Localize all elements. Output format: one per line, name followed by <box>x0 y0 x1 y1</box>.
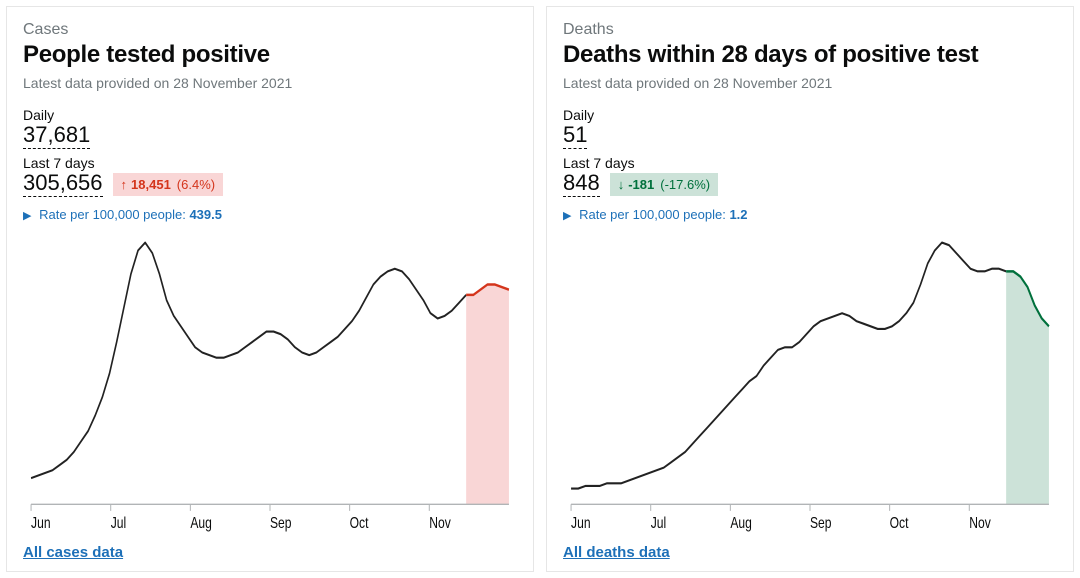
deaths-change-delta: -181 <box>628 177 654 192</box>
deaths-eyebrow: Deaths <box>563 21 1057 39</box>
disclosure-icon: ▶ <box>563 210 571 222</box>
cases-latest: Latest data provided on 28 November 2021 <box>23 75 517 91</box>
cases-card: Cases People tested positive Latest data… <box>6 6 534 572</box>
cases-change-chip: ↑ 18,451 (6.4%) <box>113 173 224 196</box>
cases-title: People tested positive <box>23 41 517 69</box>
cases-rate-value: 439.5 <box>189 207 222 222</box>
cases-daily-value: 37,681 <box>23 122 90 149</box>
svg-text:Nov: Nov <box>429 513 451 531</box>
svg-text:Nov: Nov <box>969 513 991 531</box>
deaths-seven-value: 848 <box>563 170 600 197</box>
deaths-rate-line[interactable]: ▶ Rate per 100,000 people: 1.2 <box>563 207 1057 222</box>
cases-rate-text: Rate per 100,000 people: <box>39 207 186 222</box>
deaths-rate-text: Rate per 100,000 people: <box>579 207 726 222</box>
svg-text:Oct: Oct <box>350 513 369 531</box>
cases-eyebrow: Cases <box>23 21 517 39</box>
svg-text:Oct: Oct <box>890 513 909 531</box>
arrow-down-icon: ↓ <box>618 177 625 192</box>
svg-text:Jun: Jun <box>571 513 590 531</box>
arrow-up-icon: ↑ <box>121 177 128 192</box>
all-deaths-link[interactable]: All deaths data <box>563 544 1057 561</box>
cases-change-pct: (6.4%) <box>177 177 215 192</box>
svg-text:Aug: Aug <box>730 513 752 531</box>
deaths-title: Deaths within 28 days of positive test <box>563 41 1057 69</box>
cases-change-delta: 18,451 <box>131 177 171 192</box>
cases-chart: Jun Jul Aug Sep Oct Nov <box>23 232 517 536</box>
deaths-chart: Jun Jul Aug Sep Oct Nov <box>563 232 1057 536</box>
svg-text:Sep: Sep <box>270 513 292 531</box>
deaths-change-chip: ↓ -181 (-17.6%) <box>610 173 718 196</box>
cases-seven-value: 305,656 <box>23 170 103 197</box>
svg-text:Jun: Jun <box>31 513 50 531</box>
deaths-latest: Latest data provided on 28 November 2021 <box>563 75 1057 91</box>
svg-text:Jul: Jul <box>111 513 126 531</box>
dashboard-container: Cases People tested positive Latest data… <box>0 0 1080 578</box>
deaths-daily-label: Daily <box>563 107 1057 123</box>
svg-text:Sep: Sep <box>810 513 832 531</box>
deaths-change-pct: (-17.6%) <box>660 177 710 192</box>
all-cases-link[interactable]: All cases data <box>23 544 517 561</box>
deaths-daily-value: 51 <box>563 122 587 149</box>
svg-text:Aug: Aug <box>190 513 212 531</box>
cases-daily-label: Daily <box>23 107 517 123</box>
cases-seven-label: Last 7 days <box>23 155 517 171</box>
deaths-card: Deaths Deaths within 28 days of positive… <box>546 6 1074 572</box>
deaths-chart-svg: Jun Jul Aug Sep Oct Nov <box>563 232 1057 536</box>
cases-chart-svg: Jun Jul Aug Sep Oct Nov <box>23 232 517 536</box>
disclosure-icon: ▶ <box>23 210 31 222</box>
deaths-rate-value: 1.2 <box>729 207 747 222</box>
cases-rate-line[interactable]: ▶ Rate per 100,000 people: 439.5 <box>23 207 517 222</box>
deaths-seven-label: Last 7 days <box>563 155 1057 171</box>
svg-text:Jul: Jul <box>651 513 666 531</box>
